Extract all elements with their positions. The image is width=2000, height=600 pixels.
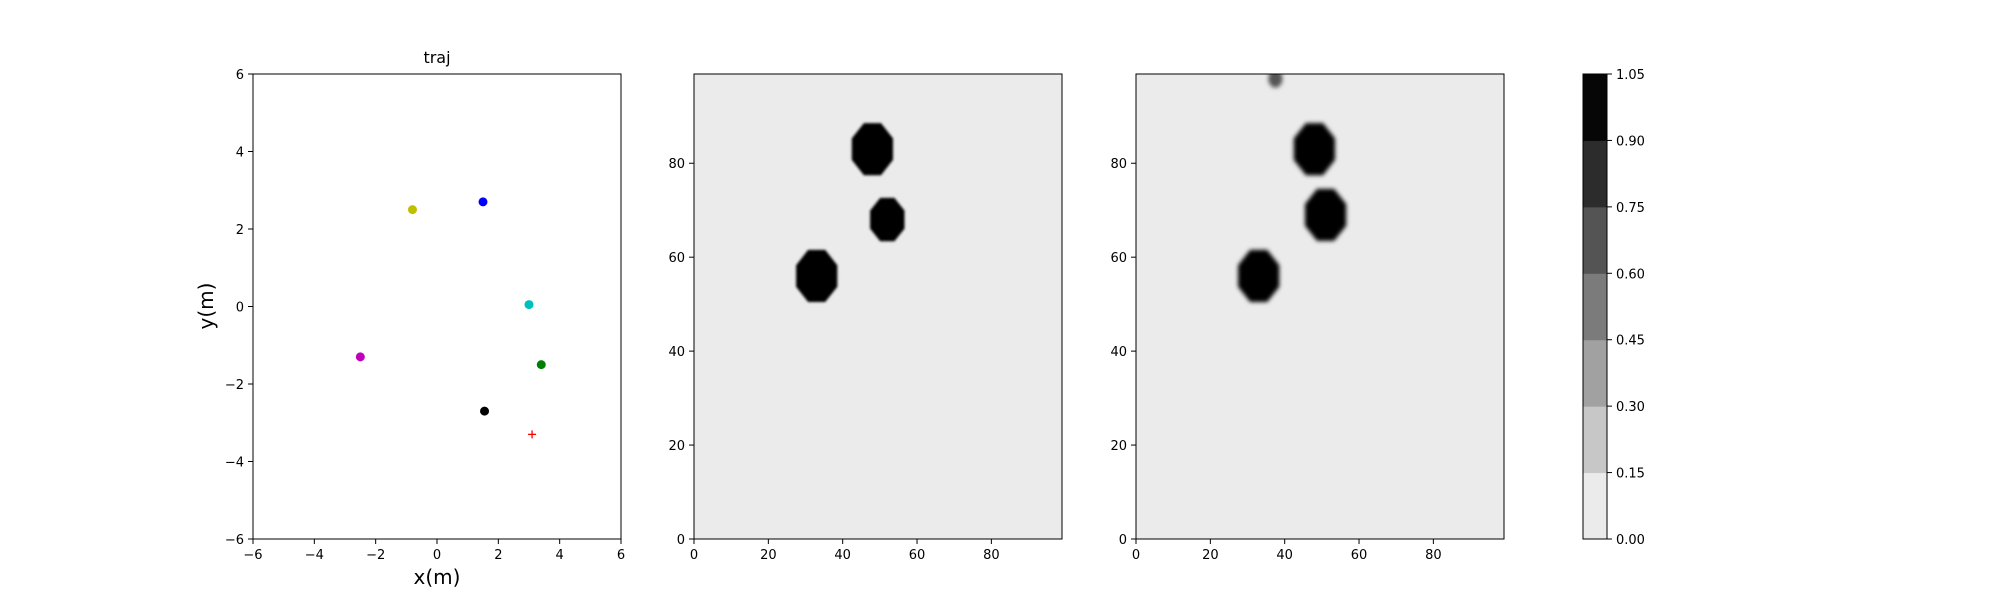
heatmap-2-frame [1135, 73, 1505, 540]
colorbar-tick-label: 0.45 [1616, 334, 1645, 349]
heatmap-1-x-ticks: 0 20 40 60 80 [690, 539, 1000, 563]
heatmap-1-x-tick-label: 60 [909, 548, 926, 563]
heatmap-panel-1: 0 20 40 60 80 0 20 40 60 80 [668, 73, 1063, 563]
traj-x-tick-label: 0 [433, 548, 441, 563]
colorbar-swatch [1583, 273, 1607, 341]
heatmap-2-x-tick-label: 20 [1202, 548, 1219, 563]
traj-title: traj [423, 48, 450, 67]
heatmap-1-blobs [796, 123, 905, 302]
heatmap-2-blob [1238, 249, 1280, 302]
heatmap-1-blob [851, 123, 893, 176]
traj-y-ticks: −6 −4 −2 0 2 4 6 [225, 68, 253, 548]
heatmap-2-blob [1268, 74, 1283, 88]
colorbar-swatches [1583, 74, 1607, 540]
heatmap-2-y-tick-label: 0 [1119, 533, 1127, 548]
colorbar-swatch [1583, 74, 1607, 141]
heatmap-2-y-tick-label: 60 [1110, 251, 1127, 266]
colorbar-tick-label: 1.05 [1616, 68, 1645, 83]
heatmap-panel-2: 0 20 40 60 80 0 20 40 60 80 [1110, 73, 1505, 563]
heatmap-1-x-tick-label: 20 [760, 548, 777, 563]
traj-y-tick-label: −4 [225, 456, 244, 471]
colorbar-tick-label: 0.15 [1616, 467, 1645, 482]
colorbar-ticks: 0.00 0.15 0.30 0.45 0.60 0.75 0.90 1.05 [1607, 68, 1645, 548]
traj-y-tick-label: −6 [225, 533, 244, 548]
traj-point-red-target [528, 430, 537, 439]
traj-x-tick-label: −4 [305, 548, 324, 563]
traj-x-ticks: −6 −4 −2 0 2 4 6 [243, 539, 625, 563]
traj-panel: traj −6 −4 −2 0 2 4 6 −6 −4 −2 0 2 4 6 x(m) y(m) [194, 48, 625, 589]
colorbar-swatch [1583, 140, 1607, 208]
heatmap-2-y-tick-label: 40 [1110, 345, 1127, 360]
traj-point-yellow [407, 205, 417, 215]
heatmap-1-x-tick-label: 40 [834, 548, 851, 563]
heatmap-1-y-tick-label: 80 [668, 157, 685, 172]
heatmap-2-y-ticks: 0 20 40 60 80 [1110, 157, 1136, 548]
traj-x-tick-label: 2 [494, 548, 502, 563]
traj-y-tick-label: 2 [236, 223, 244, 238]
heatmap-2-y-tick-label: 80 [1110, 157, 1127, 172]
colorbar-tick-label: 0.00 [1616, 533, 1645, 548]
traj-point-magenta [355, 352, 365, 362]
heatmap-1-frame [693, 73, 1063, 540]
heatmap-1-x-tick-label: 80 [983, 548, 1000, 563]
traj-y-tick-label: 4 [236, 146, 244, 161]
traj-point-green [536, 360, 546, 370]
heatmap-1-y-tick-label: 20 [668, 439, 685, 454]
heatmap-2-blob [1293, 123, 1335, 176]
traj-y-tick-label: −2 [225, 378, 244, 393]
traj-y-label: y(m) [194, 283, 218, 330]
colorbar-tick-label: 0.30 [1616, 400, 1645, 415]
traj-x-tick-label: 6 [617, 548, 625, 563]
traj-x-tick-label: 4 [556, 548, 564, 563]
colorbar-swatch [1583, 339, 1607, 407]
colorbar: 0.00 0.15 0.30 0.45 0.60 0.75 0.90 1.05 [1582, 68, 1645, 548]
heatmap-2-x-ticks: 0 20 40 60 80 [1132, 539, 1442, 563]
heatmap-2-x-tick-label: 80 [1425, 548, 1442, 563]
heatmap-2-y-tick-label: 20 [1110, 439, 1127, 454]
traj-y-tick-label: 0 [236, 301, 244, 316]
heatmap-1-y-tick-label: 0 [677, 533, 685, 548]
traj-points [355, 197, 546, 439]
traj-x-label: x(m) [414, 565, 461, 589]
traj-point-cyan [524, 300, 534, 310]
colorbar-tick-label: 0.90 [1616, 134, 1645, 149]
heatmap-2-blob [1305, 188, 1347, 241]
traj-x-tick-label: −6 [243, 548, 262, 563]
heatmap-2-x-tick-label: 60 [1351, 548, 1368, 563]
colorbar-tick-label: 0.60 [1616, 267, 1645, 282]
colorbar-tick-label: 0.75 [1616, 201, 1645, 216]
heatmap-1-blob [870, 197, 905, 242]
traj-point-black [480, 406, 490, 416]
heatmap-1-y-tick-label: 40 [668, 345, 685, 360]
colorbar-swatch [1583, 406, 1607, 474]
heatmap-1-y-tick-label: 60 [668, 251, 685, 266]
traj-axes-frame [252, 73, 622, 540]
heatmap-1-x-tick-label: 0 [690, 548, 698, 563]
heatmap-2-x-tick-label: 0 [1132, 548, 1140, 563]
heatmap-2-x-tick-label: 40 [1276, 548, 1293, 563]
traj-point-blue [478, 197, 488, 207]
colorbar-frame [1582, 73, 1608, 540]
heatmap-1-y-ticks: 0 20 40 60 80 [668, 157, 694, 548]
colorbar-swatch [1583, 472, 1607, 540]
heatmap-1-blob [796, 249, 838, 302]
heatmap-2-blobs [1238, 74, 1347, 302]
colorbar-swatch [1583, 206, 1607, 274]
traj-x-tick-label: −2 [366, 548, 385, 563]
traj-y-tick-label: 6 [236, 68, 244, 83]
